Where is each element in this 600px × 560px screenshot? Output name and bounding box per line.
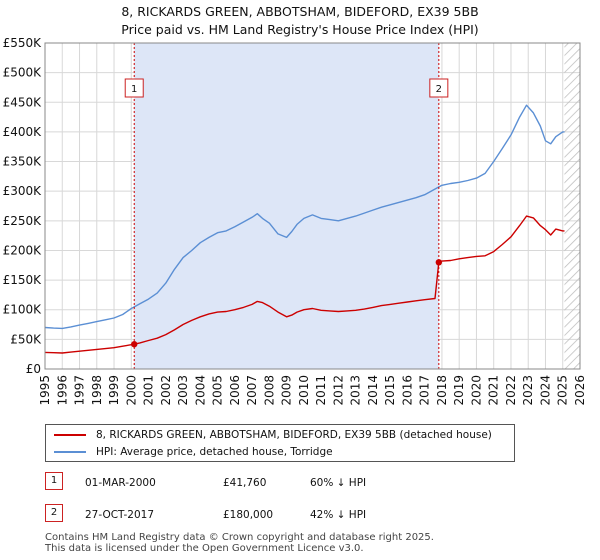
- hpi-line: [44, 104, 565, 330]
- sale-date: 01-MAR-2000: [85, 477, 156, 489]
- x-tick-label: 2004: [193, 375, 207, 406]
- future-hatch: [564, 43, 580, 369]
- legend-item-price: 8, RICKARDS GREEN, ABBOTSHAM, BIDEFORD, …: [54, 427, 492, 443]
- x-tick-label: 2007: [245, 375, 259, 406]
- sale-marker-label: 1: [131, 84, 137, 95]
- y-tick-label: £200K: [3, 243, 43, 257]
- legend-label-price: 8, RICKARDS GREEN, ABBOTSHAM, BIDEFORD, …: [96, 429, 492, 441]
- y-tick-label: £400K: [3, 125, 43, 139]
- x-tick-label: 2006: [228, 375, 242, 406]
- series-lines: [44, 104, 565, 354]
- x-tick-label: 2002: [159, 375, 173, 406]
- x-tick-label: 2025: [556, 375, 570, 406]
- sale-marker-box: [124, 78, 144, 98]
- x-tick-label: 2023: [521, 375, 535, 406]
- footer: Contains HM Land Registry data © Crown c…: [45, 532, 434, 554]
- sale-hpi-diff: 42% ↓ HPI: [310, 509, 367, 521]
- x-tick-label: 2010: [297, 375, 311, 406]
- x-tick-label: 1995: [38, 375, 52, 406]
- x-tick-label: 2026: [573, 375, 587, 406]
- future-hatch-area: [564, 43, 580, 369]
- x-tick-label: 2003: [176, 375, 190, 406]
- sale-row: 1 01-MAR-2000 £41,760 60% ↓ HPI: [45, 472, 565, 494]
- x-tick-label: 1998: [90, 375, 104, 406]
- sale-price: £41,760: [223, 477, 267, 489]
- y-tick-label: £300K: [3, 184, 43, 198]
- x-tick-label: 2020: [469, 375, 483, 406]
- x-tick-label: 2017: [418, 375, 432, 406]
- y-tick-label: £0: [26, 362, 41, 376]
- shade-band: [134, 43, 439, 369]
- x-tick-label: 1997: [73, 375, 87, 406]
- y-tick-label: £350K: [3, 155, 43, 169]
- x-tick-label: 2009: [280, 375, 294, 406]
- chart-title: 8, RICKARDS GREEN, ABBOTSHAM, BIDEFORD, …: [121, 4, 479, 19]
- y-tick-label: £100K: [3, 303, 43, 317]
- x-tick-label: 2019: [452, 375, 466, 406]
- y-tick-label: £450K: [3, 95, 43, 109]
- sale-marker-box: [429, 78, 449, 98]
- legend-label-hpi: HPI: Average price, detached house, Torr…: [96, 446, 333, 458]
- x-tick-label: 2021: [487, 375, 501, 406]
- sale-period-shade: [134, 43, 439, 369]
- plot-frame: [44, 42, 581, 370]
- x-tick-label: 2000: [124, 375, 138, 406]
- sale-date: 27-OCT-2017: [85, 509, 154, 521]
- footer-line-2: This data is licensed under the Open Gov…: [45, 543, 364, 554]
- x-tick-label: 2012: [331, 375, 345, 406]
- sale-price: £180,000: [223, 509, 274, 521]
- x-tick-label: 2001: [142, 375, 156, 406]
- legend-swatch-hpi: [54, 451, 86, 453]
- sale-point: [131, 341, 138, 348]
- price-paid-line: [44, 215, 565, 354]
- legend-swatch-price: [54, 434, 86, 436]
- x-tick-label: 2024: [538, 375, 552, 406]
- axes: £0 £50K £100K £150K £200K £250K £300K £350K £400…: [3, 36, 587, 406]
- footer-line-1: Contains HM Land Registry data © Crown c…: [45, 532, 434, 543]
- x-tick-label: 2022: [504, 375, 518, 406]
- y-tick-label: £50K: [10, 332, 42, 346]
- sale-marker-badge: 2: [45, 504, 63, 522]
- x-tick-label: 2014: [366, 375, 380, 406]
- x-tick-label: 1999: [107, 375, 121, 406]
- x-tick-label: 2011: [314, 375, 328, 406]
- sale-marker-label: 2: [436, 84, 442, 95]
- chart-subtitle: Price paid vs. HM Land Registry's House …: [121, 22, 479, 37]
- y-tick-label: £150K: [3, 273, 43, 287]
- x-tick-label: 1996: [55, 375, 69, 406]
- x-tick-label: 2015: [383, 375, 397, 406]
- legend-item-hpi: HPI: Average price, detached house, Torr…: [54, 444, 333, 460]
- x-tick-label: 2013: [349, 375, 363, 406]
- y-tick-label: £550K: [3, 36, 43, 50]
- x-tick-label: 2005: [211, 375, 225, 406]
- sale-point: [435, 259, 443, 266]
- sale-row: 2 27-OCT-2017 £180,000 42% ↓ HPI: [45, 504, 565, 526]
- sale-hpi-diff: 60% ↓ HPI: [310, 477, 367, 489]
- y-tick-label: £500K: [3, 66, 43, 80]
- legend: 8, RICKARDS GREEN, ABBOTSHAM, BIDEFORD, …: [45, 424, 515, 462]
- x-tick-label: 2016: [400, 375, 414, 406]
- x-tick-label: 2008: [262, 375, 276, 406]
- x-tick-label: 2018: [435, 375, 449, 406]
- sale-marker-badge: 1: [45, 472, 63, 490]
- y-tick-label: £250K: [3, 214, 43, 228]
